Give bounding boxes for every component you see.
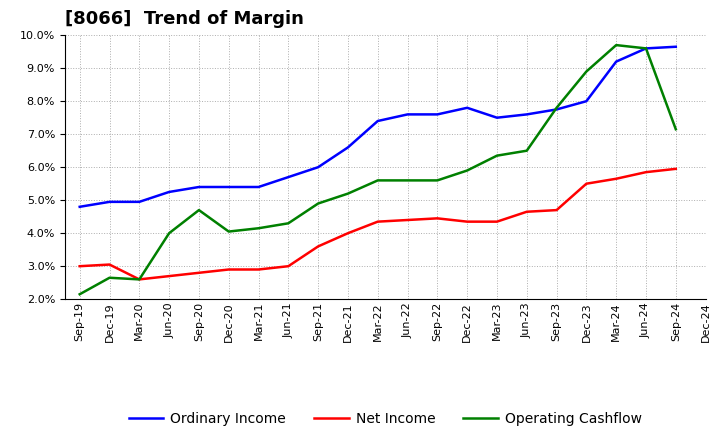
Net Income (374, 219, 382, 224)
Operating Cashflow (194, 208, 203, 213)
Ordinary Income (642, 46, 650, 51)
Ordinary Income (612, 59, 621, 64)
Ordinary Income (135, 199, 143, 205)
Operating Cashflow (76, 292, 84, 297)
Net Income (343, 231, 352, 236)
Ordinary Income (284, 174, 292, 180)
Operating Cashflow (492, 153, 501, 158)
Operating Cashflow (582, 69, 590, 74)
Net Income (612, 176, 621, 181)
Operating Cashflow (433, 178, 441, 183)
Ordinary Income (314, 165, 323, 170)
Operating Cashflow (284, 221, 292, 226)
Operating Cashflow (225, 229, 233, 234)
Net Income (492, 219, 501, 224)
Net Income (314, 244, 323, 249)
Text: [8066]  Trend of Margin: [8066] Trend of Margin (65, 10, 304, 28)
Ordinary Income (523, 112, 531, 117)
Ordinary Income (76, 204, 84, 209)
Operating Cashflow (523, 148, 531, 153)
Operating Cashflow (254, 226, 263, 231)
Ordinary Income (492, 115, 501, 120)
Operating Cashflow (165, 231, 174, 236)
Net Income (135, 277, 143, 282)
Operating Cashflow (403, 178, 412, 183)
Operating Cashflow (642, 46, 650, 51)
Ordinary Income (343, 145, 352, 150)
Ordinary Income (194, 184, 203, 190)
Operating Cashflow (612, 42, 621, 48)
Net Income (225, 267, 233, 272)
Net Income (552, 208, 561, 213)
Ordinary Income (582, 99, 590, 104)
Net Income (433, 216, 441, 221)
Ordinary Income (254, 184, 263, 190)
Operating Cashflow (552, 105, 561, 110)
Operating Cashflow (135, 277, 143, 282)
Operating Cashflow (105, 275, 114, 280)
Net Income (642, 169, 650, 175)
Net Income (284, 264, 292, 269)
Net Income (463, 219, 472, 224)
Line: Operating Cashflow: Operating Cashflow (80, 45, 676, 294)
Operating Cashflow (463, 168, 472, 173)
Operating Cashflow (343, 191, 352, 196)
Net Income (672, 166, 680, 172)
Ordinary Income (225, 184, 233, 190)
Line: Ordinary Income: Ordinary Income (80, 47, 676, 207)
Net Income (403, 217, 412, 223)
Net Income (76, 264, 84, 269)
Net Income (105, 262, 114, 267)
Ordinary Income (403, 112, 412, 117)
Net Income (582, 181, 590, 186)
Ordinary Income (433, 112, 441, 117)
Ordinary Income (105, 199, 114, 205)
Net Income (165, 274, 174, 279)
Ordinary Income (374, 118, 382, 124)
Line: Net Income: Net Income (80, 169, 676, 279)
Operating Cashflow (314, 201, 323, 206)
Net Income (254, 267, 263, 272)
Operating Cashflow (672, 127, 680, 132)
Ordinary Income (165, 189, 174, 194)
Net Income (523, 209, 531, 214)
Net Income (194, 270, 203, 275)
Ordinary Income (672, 44, 680, 49)
Ordinary Income (463, 105, 472, 110)
Operating Cashflow (374, 178, 382, 183)
Legend: Ordinary Income, Net Income, Operating Cashflow: Ordinary Income, Net Income, Operating C… (123, 407, 647, 432)
Ordinary Income (552, 107, 561, 112)
